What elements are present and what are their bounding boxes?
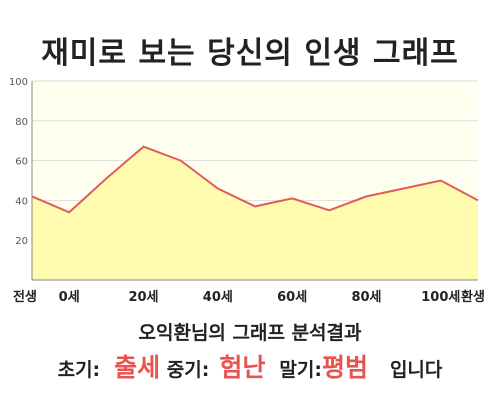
middle-value: 험난 <box>219 353 266 382</box>
life-graph-chart: 20 40 60 80 100 전생 0세 20세 40세 60세 80세 100세 환생 <box>9 77 485 305</box>
x-tick-label: 환생 <box>461 289 485 305</box>
result-suffix: 입니다 <box>389 359 443 381</box>
area-fill <box>32 146 478 280</box>
x-tick-label: 전생 <box>13 289 37 305</box>
x-axis-ticks: 전생 0세 20세 40세 60세 80세 100세 환생 <box>13 289 485 305</box>
x-tick-label: 100세 <box>421 290 460 305</box>
analysis-subtitle: 오익환님의 그래프 분석결과 <box>138 322 362 344</box>
y-axis-ticks: 20 40 60 80 100 <box>9 77 28 247</box>
page-title: 재미로 보는 당신의 인생 그래프 <box>41 36 459 71</box>
x-tick-label: 20세 <box>128 290 158 305</box>
late-value: 평범 <box>321 353 368 382</box>
late-label: 말기: <box>279 359 322 381</box>
early-label: 초기: <box>57 359 101 381</box>
x-tick-label: 80세 <box>351 290 381 305</box>
series-line <box>31 145 479 214</box>
y-tick-label: 20 <box>15 236 28 247</box>
x-tick-label: 40세 <box>203 290 233 305</box>
y-tick-label: 60 <box>15 157 28 168</box>
x-tick-label: 60세 <box>277 290 307 305</box>
y-tick-label: 40 <box>15 196 28 207</box>
x-tick-label: 0세 <box>59 290 80 305</box>
y-tick-label: 80 <box>15 117 28 128</box>
early-value: 출세 <box>114 353 161 382</box>
analysis-result: 초기: 출세 중기: 험난 말기:평범 입니다 <box>0 348 500 384</box>
middle-label: 중기: <box>166 359 210 381</box>
y-tick-label: 100 <box>9 77 28 88</box>
